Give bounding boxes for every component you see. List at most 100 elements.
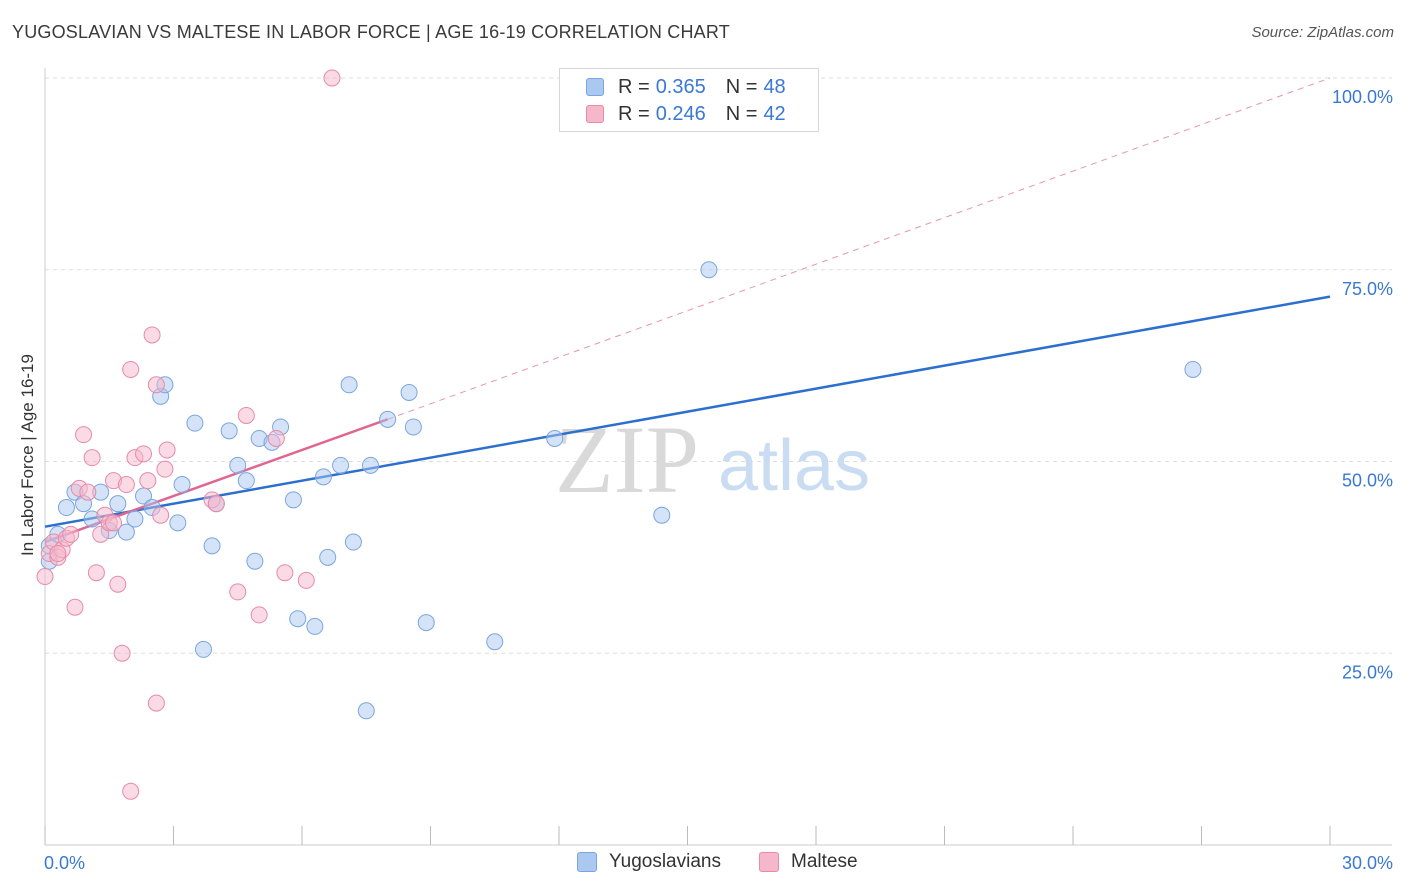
point-maltese [113, 644, 131, 662]
point-maltese [147, 694, 165, 712]
x-tick-label-start: 0.0% [44, 853, 85, 873]
source-credit: Source: ZipAtlas.com [1251, 24, 1394, 41]
point-yugoslavians [229, 456, 247, 474]
point-maltese [267, 429, 285, 447]
point-yugoslavians [169, 514, 187, 532]
point-yugoslavians [340, 376, 358, 394]
legend-swatch-blue [586, 78, 604, 96]
watermark-atlas: atlas [718, 426, 870, 506]
legend-row-maltese: R = 0.246 N = 42 [586, 102, 786, 126]
point-yugoslavians [486, 633, 504, 651]
point-maltese [122, 782, 140, 800]
point-maltese [135, 445, 153, 463]
point-yugoslavians [289, 610, 307, 628]
point-maltese [87, 564, 105, 582]
point-maltese [143, 326, 161, 344]
point-yugoslavians [344, 533, 362, 551]
series-legend: Yugoslavians Maltese [0, 851, 1406, 879]
point-yugoslavians [246, 552, 264, 570]
point-maltese [122, 360, 140, 378]
legend-item-yugoslavians[interactable]: Yugoslavians [577, 851, 721, 873]
point-yugoslavians [404, 418, 422, 436]
point-yugoslavians [653, 506, 671, 524]
point-yugoslavians [306, 617, 324, 635]
watermark: ZIP atlas [555, 406, 870, 513]
point-yugoslavians [332, 456, 350, 474]
point-yugoslavians [379, 410, 397, 428]
point-yugoslavians [117, 523, 135, 541]
legend-r-value: 0.365 [655, 75, 706, 98]
chart-title: YUGOSLAVIAN VS MALTESE IN LABOR FORCE | … [12, 22, 730, 42]
y-axis-title: In Labor Force | Age 16-19 [18, 354, 37, 556]
legend-label-yugoslavians: Yugoslavians [609, 851, 721, 872]
point-maltese [237, 406, 255, 424]
point-maltese [139, 472, 157, 490]
legend-n-value: 48 [763, 75, 786, 98]
point-yugoslavians [357, 702, 375, 720]
point-maltese [276, 564, 294, 582]
point-maltese [36, 568, 54, 586]
point-maltese [79, 483, 97, 501]
point-yugoslavians [417, 614, 435, 632]
legend-n-label: N = [725, 75, 758, 98]
x-tick-label-end: 30.0% [1342, 853, 1393, 873]
point-maltese [75, 426, 93, 444]
y-tick-label: 100.0% [1332, 87, 1393, 107]
legend-r-label: R = [618, 102, 650, 125]
point-maltese [147, 376, 165, 394]
legend-item-maltese[interactable]: Maltese [759, 851, 858, 873]
legend-label-maltese: Maltese [791, 851, 858, 872]
axis-labels: 25.0% 50.0% 75.0% 100.0% 0.0% 30.0% In Labor F… [18, 87, 1393, 873]
point-maltese [207, 495, 225, 513]
point-yugoslavians [220, 422, 238, 440]
point-maltese [109, 575, 127, 593]
point-maltese [49, 545, 67, 563]
point-maltese [158, 441, 176, 459]
point-yugoslavians [319, 548, 337, 566]
data-points [36, 69, 1202, 800]
legend-swatch-pink [586, 105, 604, 123]
point-maltese [117, 476, 135, 494]
point-yugoslavians [237, 472, 255, 490]
y-tick-label: 25.0% [1342, 662, 1393, 682]
legend-swatch-maltese [759, 852, 779, 872]
point-yugoslavians [400, 383, 418, 401]
point-yugoslavians [194, 640, 212, 658]
point-maltese [297, 571, 315, 589]
point-maltese [323, 69, 341, 87]
point-yugoslavians [700, 261, 718, 279]
legend-row-yugoslavians: R = 0.365 N = 48 [586, 75, 786, 99]
point-yugoslavians [57, 499, 75, 517]
point-yugoslavians [362, 456, 380, 474]
legend-n-label: N = [725, 102, 758, 125]
trend-line-yugoslavians [44, 295, 1331, 528]
point-yugoslavians [173, 476, 191, 494]
legend-r-value: 0.246 [655, 102, 706, 125]
legend-swatch-yugoslavians [577, 852, 597, 872]
legend-r-label: R = [618, 75, 650, 98]
point-yugoslavians [109, 495, 127, 513]
point-yugoslavians [126, 510, 144, 528]
y-tick-label: 50.0% [1342, 471, 1393, 491]
point-maltese [83, 449, 101, 467]
point-yugoslavians [186, 414, 204, 432]
point-yugoslavians [314, 468, 332, 486]
legend-n-value: 42 [763, 102, 786, 125]
point-yugoslavians [284, 491, 302, 509]
point-yugoslavians [203, 537, 221, 555]
y-tick-label: 75.0% [1342, 279, 1393, 299]
point-maltese [229, 583, 247, 601]
point-maltese [92, 525, 110, 543]
watermark-zip: ZIP [555, 406, 699, 513]
point-yugoslavians [1184, 360, 1202, 378]
point-maltese [250, 606, 268, 624]
point-maltese [156, 460, 174, 478]
point-maltese [105, 514, 123, 532]
point-maltese [62, 525, 80, 543]
point-maltese [152, 506, 170, 524]
point-yugoslavians [546, 429, 564, 447]
axes-layer [44, 68, 1392, 846]
stats-legend: R = 0.365 N = 48 R = 0.246 N = 42 [559, 68, 819, 132]
point-maltese [66, 598, 84, 616]
